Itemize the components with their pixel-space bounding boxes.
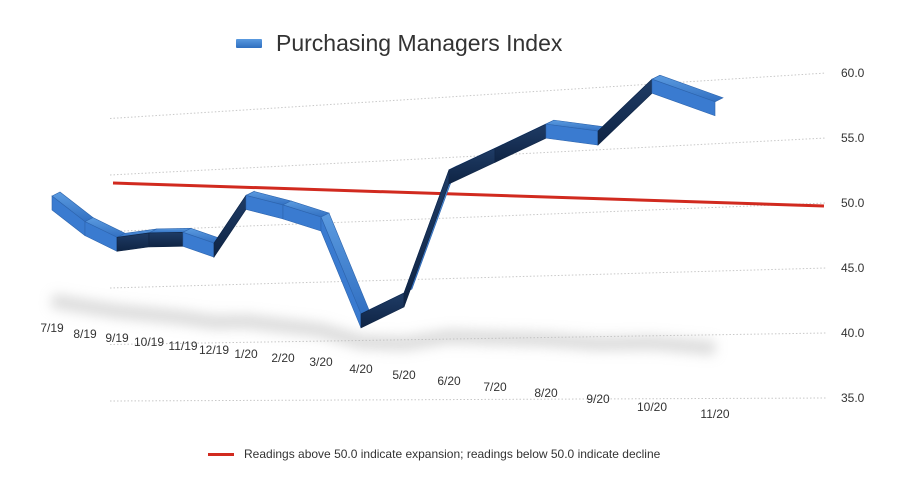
legend-label-threshold: Readings above 50.0 indicate expansion; … — [244, 447, 661, 461]
ribbon-segment-front — [494, 123, 547, 163]
x-tick-label: 3/20 — [309, 355, 333, 369]
x-tick-label: 7/20 — [483, 380, 507, 394]
ribbon-segment-front — [320, 216, 362, 329]
x-tick-label: 9/20 — [586, 392, 610, 406]
x-tick-label: 12/19 — [199, 343, 229, 357]
gridline — [109, 137, 827, 176]
chart-legend-top: Purchasing Managers Index — [236, 30, 562, 57]
gridline — [109, 397, 827, 402]
legend-swatch-threshold — [208, 452, 234, 456]
ribbon-segment-front — [148, 231, 184, 248]
x-tick-label: 4/20 — [349, 362, 373, 376]
x-tick-label: 9/19 — [105, 331, 129, 345]
ribbon-segment-front — [213, 194, 247, 259]
chart-legend-bottom: Readings above 50.0 indicate expansion; … — [208, 447, 660, 461]
ribbon-segment-front — [403, 169, 450, 308]
y-tick-label: 50.0 — [841, 196, 865, 210]
x-tick-label: 10/20 — [637, 400, 667, 414]
legend-swatch-pmi — [236, 39, 262, 48]
ribbon-shadow — [50, 293, 716, 356]
pmi-ribbon — [51, 74, 724, 329]
x-tick-label: 8/19 — [73, 327, 97, 341]
threshold-line-50 — [112, 181, 825, 208]
y-tick-label: 55.0 — [841, 131, 865, 145]
x-tick-label: 7/19 — [40, 321, 64, 335]
threshold-line — [112, 181, 825, 208]
ribbon-shadow-path — [50, 293, 716, 356]
x-tick-label: 11/20 — [700, 407, 729, 421]
ribbon-segment-front — [597, 78, 653, 146]
x-tick-label: 8/20 — [534, 386, 558, 400]
x-tick-label: 11/19 — [168, 339, 197, 353]
gridline — [109, 267, 827, 289]
y-tick-label: 40.0 — [841, 326, 865, 340]
x-tick-label: 2/20 — [271, 351, 295, 365]
y-tick-label: 60.0 — [841, 66, 865, 80]
gridline — [109, 72, 827, 119]
x-tick-label: 6/20 — [437, 374, 461, 388]
x-tick-labels: 7/19 8/19 9/19 10/19 11/19 12/19 1/20 2/20 3/20 4… — [40, 321, 730, 421]
y-tick-label: 35.0 — [841, 391, 865, 405]
x-tick-label: 1/20 — [234, 347, 258, 361]
y-tick-label: 45.0 — [841, 261, 865, 275]
gridline — [109, 202, 827, 232]
x-tick-label: 10/19 — [134, 335, 164, 349]
y-tick-labels: 60.0 55.0 50.0 45.0 40.0 35.0 — [841, 66, 865, 405]
ribbon-segment-front — [651, 78, 716, 117]
x-tick-label: 5/20 — [392, 368, 416, 382]
ribbon-segment-top — [320, 212, 370, 315]
chart-title: Purchasing Managers Index — [276, 30, 563, 56]
